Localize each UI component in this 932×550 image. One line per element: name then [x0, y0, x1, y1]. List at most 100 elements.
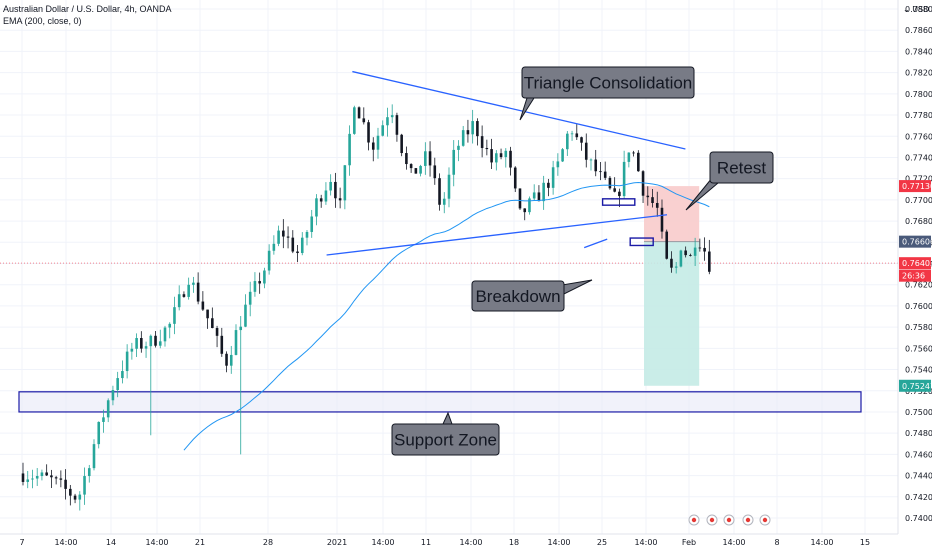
candle-body: [655, 202, 659, 208]
candle-body: [125, 351, 129, 372]
candle-body: [192, 282, 195, 285]
candle-body: [106, 400, 110, 418]
candle-body: [381, 125, 385, 136]
candle-body: [613, 188, 616, 192]
candle-body: [419, 165, 422, 174]
callout-retest-box: [709, 151, 774, 184]
candle-body: [50, 475, 53, 478]
candle-body: [641, 171, 645, 196]
candle-body: [111, 390, 115, 401]
candle-body: [599, 171, 602, 173]
price-tag: [899, 235, 931, 248]
candle-body: [509, 150, 512, 168]
time-tick-label: 11: [421, 538, 431, 547]
candle-body: [315, 198, 318, 217]
candle-body: [177, 294, 181, 308]
candle-body: [703, 247, 706, 252]
event-flag-icon: [726, 517, 732, 523]
time-axis-bg: [0, 534, 898, 550]
candle-body: [452, 149, 456, 175]
price-tag: [899, 269, 931, 282]
price-tag-label: 0.77130: [902, 182, 932, 191]
candle-body: [490, 149, 493, 163]
candle-body: [637, 152, 640, 172]
callout-triangle-consolidation-box: [521, 66, 695, 99]
candle-body: [670, 258, 673, 268]
candle-body: [433, 165, 437, 179]
time-tick-label: 15: [860, 538, 870, 547]
candle-body: [182, 294, 186, 297]
grid: [0, 0, 898, 534]
price-tag: [899, 257, 931, 270]
candle-body: [154, 335, 157, 346]
candle-body: [409, 164, 413, 169]
stop-loss-zone: [644, 186, 700, 242]
time-tick-label: 14:00: [54, 538, 77, 547]
candle-body: [476, 121, 479, 137]
candle-body: [537, 192, 541, 202]
candle-body: [708, 251, 711, 272]
candle-body: [45, 472, 48, 476]
candle-body: [513, 167, 517, 189]
price-tag: [899, 180, 931, 193]
candle-body: [286, 236, 290, 238]
candle-body: [220, 335, 224, 354]
candle-body: [135, 338, 138, 349]
candle-body: [594, 159, 598, 172]
callouts: Triangle Consolidation Retest Breakdown Sup…: [391, 66, 774, 456]
callout-retest-text: Retest: [717, 159, 766, 178]
time-tick-label: 8: [774, 538, 779, 547]
candle-body: [357, 107, 361, 119]
candle-body: [651, 197, 654, 203]
candle-body: [566, 133, 569, 150]
ema-line: [183, 181, 710, 451]
candle-body: [26, 479, 30, 482]
candle-body: [442, 198, 446, 205]
candle-body: [504, 150, 508, 158]
candle-body: [622, 161, 626, 197]
callout-triangle-consolidation-pointer: [519, 97, 535, 121]
candle-body: [528, 198, 531, 213]
candle-body: [334, 181, 337, 199]
candle-body: [646, 195, 650, 198]
candle-body: [97, 421, 101, 445]
candle-body: [438, 178, 441, 205]
candle-body: [272, 243, 276, 251]
candle-body: [329, 181, 332, 191]
candle-body: [225, 353, 228, 366]
indicator-label: EMA (200, close, 0): [3, 16, 82, 26]
candle-body: [267, 250, 271, 271]
candle-body: [130, 348, 134, 352]
candle-body: [580, 137, 583, 143]
candle-body: [386, 117, 389, 126]
candle-body: [547, 182, 550, 188]
candle-body: [163, 327, 167, 342]
candle-body: [665, 231, 669, 259]
time-tick-label: 2021: [327, 538, 347, 547]
candle-body: [92, 444, 96, 469]
time-tick-label: 14:00: [459, 538, 482, 547]
chart-drawings: [18, 186, 862, 413]
candle-body: [258, 281, 261, 284]
ema-200-line: [183, 181, 710, 451]
candle-body: [263, 270, 266, 284]
candle-body: [532, 192, 536, 199]
time-tick-label: 14:00: [547, 538, 570, 547]
candle-body: [229, 354, 233, 366]
candle-body: [589, 159, 593, 161]
candle-body: [21, 473, 25, 482]
candle-body: [168, 323, 172, 328]
callout-support-zone-pointer: [442, 411, 453, 425]
candle-body: [618, 191, 621, 197]
candle-body: [319, 198, 323, 202]
candle-body: [518, 188, 522, 209]
